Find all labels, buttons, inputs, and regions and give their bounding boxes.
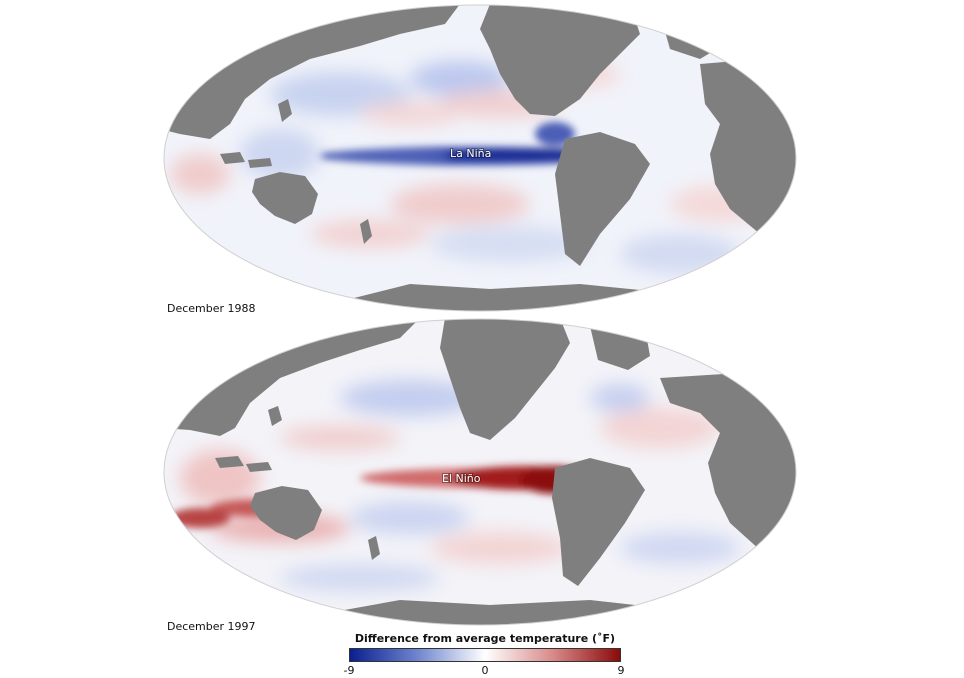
- legend-mid-label: 0: [481, 664, 489, 677]
- map-panel-1988: La Niña: [160, 4, 800, 312]
- event-label-1997: El Niño: [442, 472, 481, 485]
- legend-ticks: -9 0 9: [344, 662, 625, 678]
- map-panel-1997: El Niño: [160, 318, 800, 626]
- sea-temperature-map-1997: El Niño: [163, 318, 797, 626]
- legend-title: Difference from average temperature (˚F): [354, 632, 616, 645]
- date-label-1988: December 1988: [167, 302, 256, 315]
- legend-min-label: -9: [343, 664, 355, 677]
- legend-max-label: 9: [617, 664, 625, 677]
- legend-color-ramp: [349, 648, 621, 662]
- sea-temperature-map-1988: La Niña: [163, 4, 797, 312]
- color-legend: Difference from average temperature (˚F)…: [340, 632, 630, 678]
- date-label-1997: December 1997: [167, 620, 256, 633]
- event-label-1988: La Niña: [450, 147, 491, 160]
